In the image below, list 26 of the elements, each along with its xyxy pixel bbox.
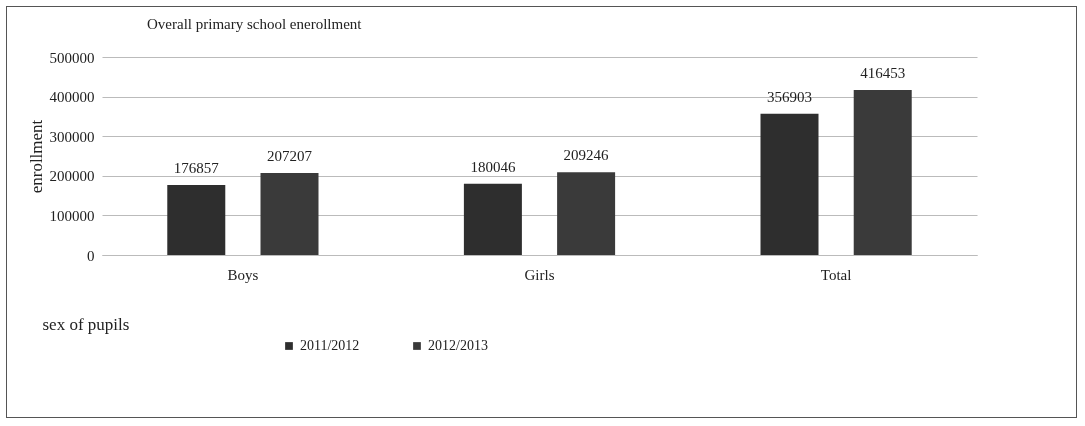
data-label: 416453 xyxy=(860,65,906,82)
bar xyxy=(463,183,522,255)
bar xyxy=(760,113,819,255)
bar xyxy=(853,90,912,255)
y-tick-label: 100000 xyxy=(49,207,95,224)
data-label: 209246 xyxy=(563,147,610,164)
y-tick-label: 0 xyxy=(87,247,95,264)
y-axis-title: enrollment xyxy=(26,119,46,194)
chart-title: Overall primary school enerollment xyxy=(147,16,363,32)
data-label: 176857 xyxy=(173,159,220,176)
x-axis-title: sex of pupils xyxy=(42,314,130,334)
bar xyxy=(260,172,319,255)
x-tick-label: Total xyxy=(820,266,852,283)
data-label: 356903 xyxy=(767,88,812,105)
y-tick-label: 300000 xyxy=(49,128,95,145)
bar xyxy=(167,184,226,255)
y-tick-label: 400000 xyxy=(49,89,95,106)
x-tick-label: Boys xyxy=(227,266,259,283)
y-tick-label: 200000 xyxy=(49,168,95,185)
bar xyxy=(557,172,616,255)
x-tick-label: Girls xyxy=(524,266,555,283)
data-label: 207207 xyxy=(267,147,313,164)
legend-label: 2011/2012 xyxy=(300,338,360,353)
data-label: 180046 xyxy=(470,158,516,175)
y-tick-label: 500000 xyxy=(49,49,95,66)
legend-label: 2012/2013 xyxy=(428,338,488,353)
